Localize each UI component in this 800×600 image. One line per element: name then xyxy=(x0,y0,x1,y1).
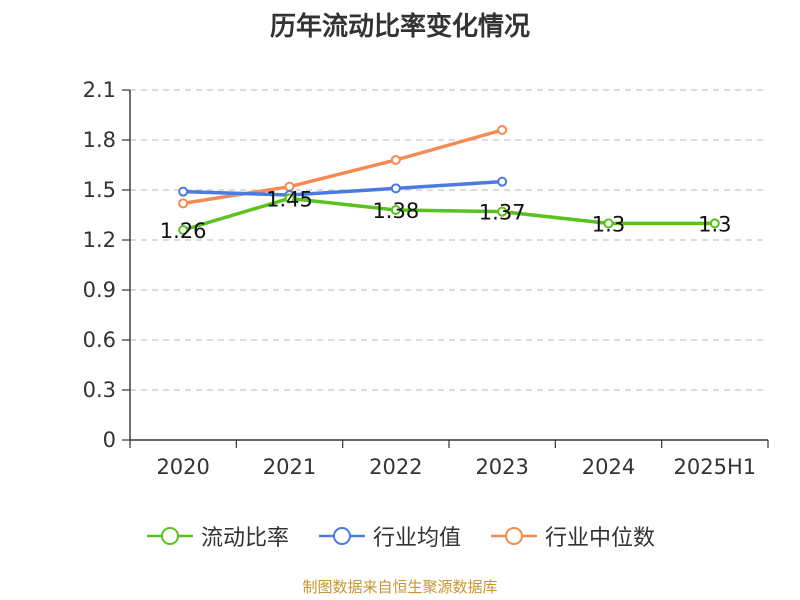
data-point xyxy=(497,176,508,187)
data-point xyxy=(603,218,614,229)
data-point xyxy=(390,155,401,165)
x-tick-label: 2025H1 xyxy=(674,455,757,479)
data-point xyxy=(497,206,508,217)
data-point xyxy=(390,183,401,194)
grid-lines xyxy=(130,89,768,391)
x-tick-label: 2022 xyxy=(369,455,422,479)
series-line xyxy=(183,179,503,197)
data-point xyxy=(178,198,189,209)
y-tick-label: 1.2 xyxy=(83,228,116,252)
legend: 流动比率 行业均值 行业中位数 xyxy=(0,520,800,552)
legend-item[interactable]: 行业中位数 xyxy=(489,520,655,552)
series-lines xyxy=(178,125,720,235)
source-note: 制图数据来自恒生聚源数据库 xyxy=(302,578,498,596)
data-labels: 1.26 1.45 1.38 1.37 1.3 1.3 xyxy=(160,187,732,243)
data-point xyxy=(178,186,189,197)
data-label: 1.38 xyxy=(372,199,419,223)
data-label: 1.3 xyxy=(698,212,731,236)
legend-label: 行业均值 xyxy=(372,526,461,551)
data-point xyxy=(497,125,508,135)
legend-marker xyxy=(160,527,179,545)
y-tick-label: 0 xyxy=(103,428,116,452)
legend-marker xyxy=(332,527,351,545)
x-tick-label: 2020 xyxy=(156,455,209,479)
x-tick-label: 2021 xyxy=(263,455,316,479)
legend-item[interactable]: 流动比率 xyxy=(145,520,289,552)
y-tick-label: 2.1 xyxy=(83,78,116,102)
legend-swatch xyxy=(491,527,537,545)
y-tick-label: 0.3 xyxy=(83,378,116,402)
legend-marker xyxy=(505,527,523,545)
y-tick-label: 1.5 xyxy=(83,178,116,202)
y-tick-label: 0.6 xyxy=(83,328,116,352)
y-tick-label: 1.8 xyxy=(83,128,116,152)
series-line xyxy=(182,196,715,232)
legend-label: 流动比率 xyxy=(200,526,289,551)
axes: 0 0.3 0.6 0.9 1.2 1.5 1.8 2.1 2020 2021 2022 2023 20… xyxy=(83,78,769,479)
data-label: 1.45 xyxy=(266,187,313,211)
legend-swatch xyxy=(146,527,193,545)
legend-item[interactable]: 行业均值 xyxy=(317,520,461,552)
data-point xyxy=(709,218,720,229)
legend-label: 行业中位数 xyxy=(545,526,656,551)
data-point xyxy=(178,225,189,235)
chart-title: 历年流动比率变化情况 xyxy=(269,12,530,42)
data-point xyxy=(390,205,401,215)
data-point xyxy=(284,193,295,204)
y-tick-label: 0.9 xyxy=(83,278,116,302)
data-label: 1.3 xyxy=(592,212,625,236)
data-label: 1.37 xyxy=(479,201,526,225)
legend-swatch xyxy=(318,527,365,545)
data-label: 1.26 xyxy=(160,219,207,243)
x-tick-label: 2023 xyxy=(475,455,528,479)
x-tick-label: 2024 xyxy=(582,455,635,479)
